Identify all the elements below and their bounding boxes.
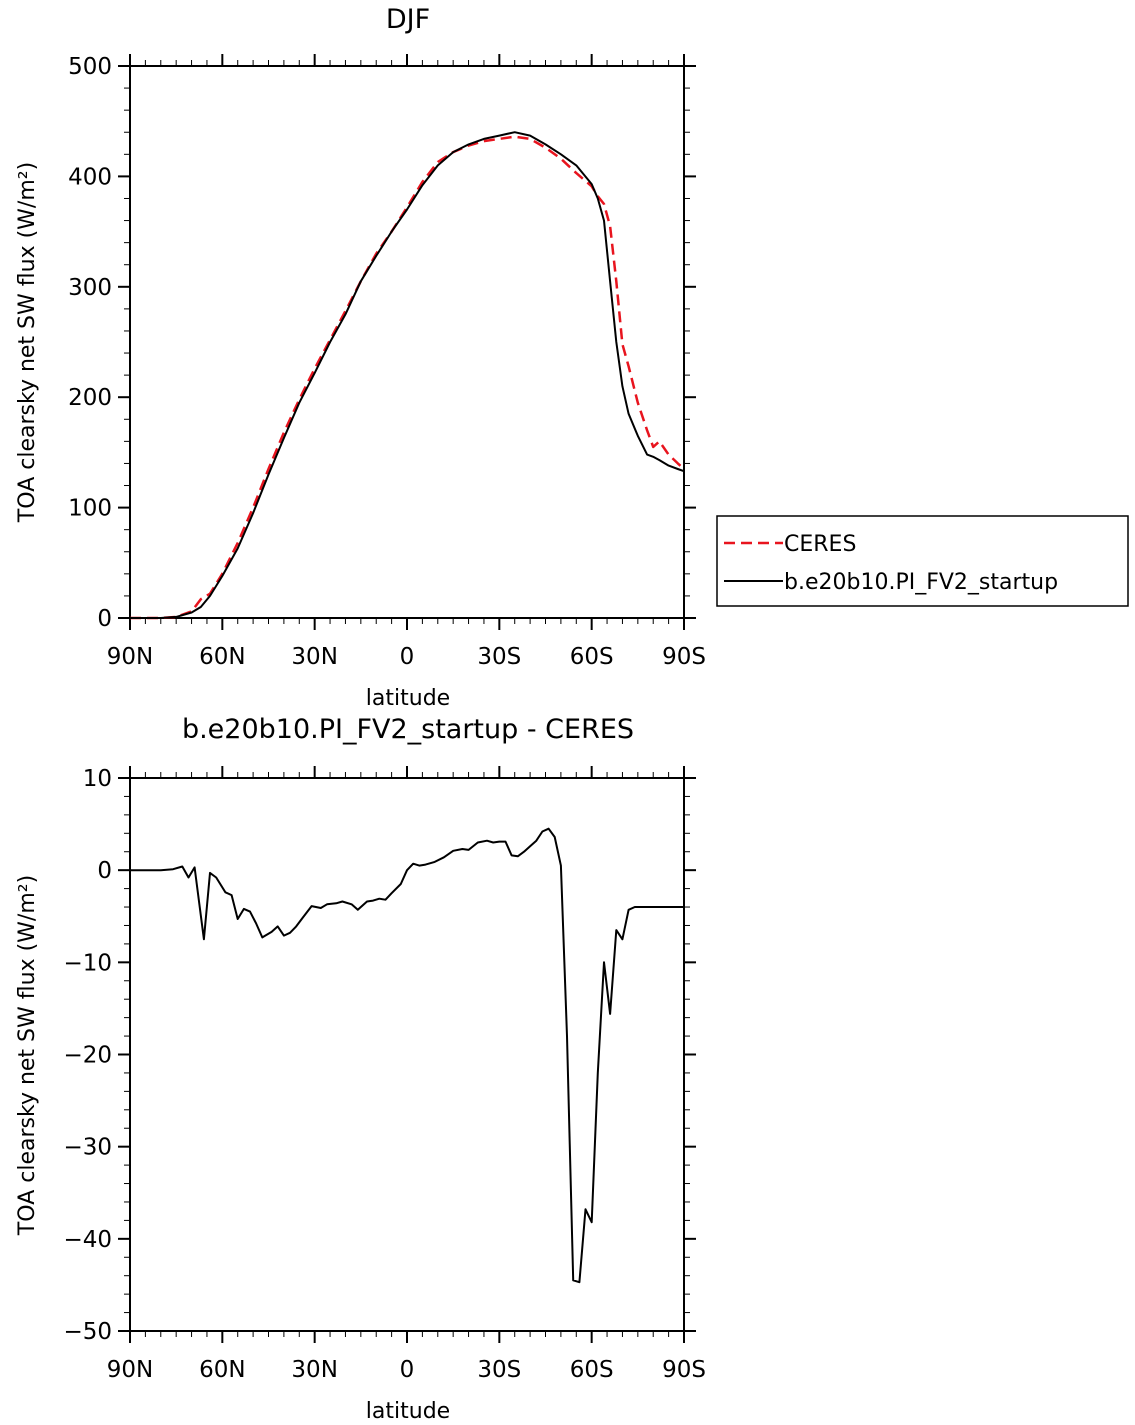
top-x-ticks: 90N 60N 30N 0 30S 60S 90S xyxy=(107,54,706,670)
bottom-x-ticks: 90N 60N 30N 0 30S 60S 90S xyxy=(107,766,706,1383)
x-tick-label: 60S xyxy=(570,644,614,670)
legend-label-model: b.e20b10.PI_FV2_startup xyxy=(784,570,1058,595)
legend-label-ceres: CERES xyxy=(784,532,856,557)
top-plot-frame xyxy=(129,65,685,619)
series-line-0 xyxy=(130,827,684,1284)
x-tick-label: 90N xyxy=(107,644,153,670)
x-tick-label: 60S xyxy=(570,1357,614,1383)
bottom-y-axis-label: TOA clearsky net SW flux (W/m²) xyxy=(15,875,40,1236)
bottom-x-axis-label: latitude xyxy=(366,1399,450,1424)
y-tick-label: 0 xyxy=(97,606,112,632)
x-tick-label: 60N xyxy=(199,644,245,670)
bottom-series xyxy=(130,827,684,1284)
top-y-axis-label: TOA clearsky net SW flux (W/m²) xyxy=(15,162,40,523)
top-chart-title: DJF xyxy=(386,4,430,35)
top-y-ticks: 0 100 200 300 400 500 xyxy=(68,54,696,632)
y-tick-label: 300 xyxy=(68,275,112,301)
y-tick-label: −10 xyxy=(63,950,112,976)
bottom-plot-frame xyxy=(129,777,685,1332)
y-tick-label: 10 xyxy=(83,766,112,792)
x-tick-label: 90S xyxy=(662,644,706,670)
y-tick-label: −40 xyxy=(63,1227,112,1253)
bottom-y-ticks: −50 −40 −30 −20 −10 0 10 xyxy=(63,766,696,1345)
top-panel: DJF 0 100 200 300 400 500 90N 60N 30N 0 30S 60S 90S… xyxy=(15,4,706,711)
top-series xyxy=(130,131,685,620)
bottom-chart-title: b.e20b10.PI_FV2_startup - CERES xyxy=(182,714,634,745)
x-tick-label: 0 xyxy=(400,1357,415,1383)
y-tick-label: 400 xyxy=(68,164,112,190)
bottom-panel: b.e20b10.PI_FV2_startup - CERES −50 −40 −3… xyxy=(15,714,706,1424)
y-tick-label: 200 xyxy=(68,385,112,411)
y-tick-label: 500 xyxy=(68,54,112,80)
legend-box xyxy=(716,515,1129,607)
x-tick-label: 30N xyxy=(291,644,337,670)
legend: CERES b.e20b10.PI_FV2_startup xyxy=(716,515,1129,607)
x-tick-label: 0 xyxy=(400,644,415,670)
y-tick-label: 100 xyxy=(68,496,112,522)
x-tick-label: 30S xyxy=(477,1357,521,1383)
top-x-axis-label: latitude xyxy=(366,686,450,711)
series-line-1 xyxy=(130,131,685,619)
x-tick-label: 90S xyxy=(662,1357,706,1383)
y-tick-label: −30 xyxy=(63,1135,112,1161)
x-tick-label: 60N xyxy=(199,1357,245,1383)
y-tick-label: 0 xyxy=(97,858,112,884)
x-tick-label: 30N xyxy=(291,1357,337,1383)
y-tick-label: −50 xyxy=(63,1319,112,1345)
x-tick-label: 30S xyxy=(477,644,521,670)
x-tick-label: 90N xyxy=(107,1357,153,1383)
y-tick-label: −20 xyxy=(63,1043,112,1069)
